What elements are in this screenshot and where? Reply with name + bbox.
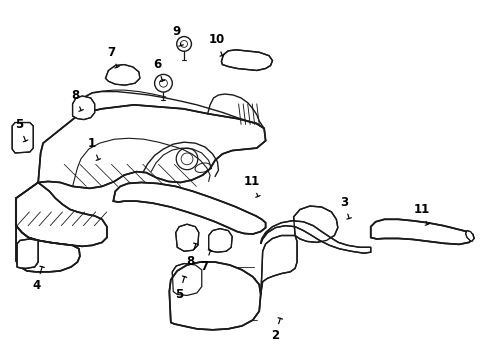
Polygon shape [370,219,473,244]
Polygon shape [260,221,370,253]
Polygon shape [113,183,265,234]
Polygon shape [16,226,80,272]
Polygon shape [16,183,107,246]
Text: 7: 7 [107,46,119,68]
Text: 8: 8 [71,89,83,111]
Polygon shape [221,50,272,71]
Text: 3: 3 [340,195,351,219]
Text: 8: 8 [186,243,198,267]
Polygon shape [169,262,260,330]
Polygon shape [260,235,296,294]
Polygon shape [293,206,337,242]
Text: 10: 10 [208,33,224,56]
Polygon shape [38,105,265,188]
Polygon shape [175,224,199,251]
Polygon shape [72,96,95,120]
Polygon shape [17,239,38,269]
Polygon shape [208,229,232,252]
Text: 9: 9 [172,24,183,46]
Text: 1: 1 [88,137,101,160]
Polygon shape [172,264,202,296]
Text: 7: 7 [200,250,212,274]
Text: 4: 4 [33,266,44,292]
Text: 5: 5 [15,118,28,142]
Text: 2: 2 [270,318,282,342]
Text: 5: 5 [175,276,186,301]
Text: 11: 11 [243,175,260,197]
Polygon shape [12,122,33,153]
Text: 6: 6 [153,58,164,81]
Text: 11: 11 [412,203,428,225]
Polygon shape [465,231,473,242]
Polygon shape [105,64,140,85]
